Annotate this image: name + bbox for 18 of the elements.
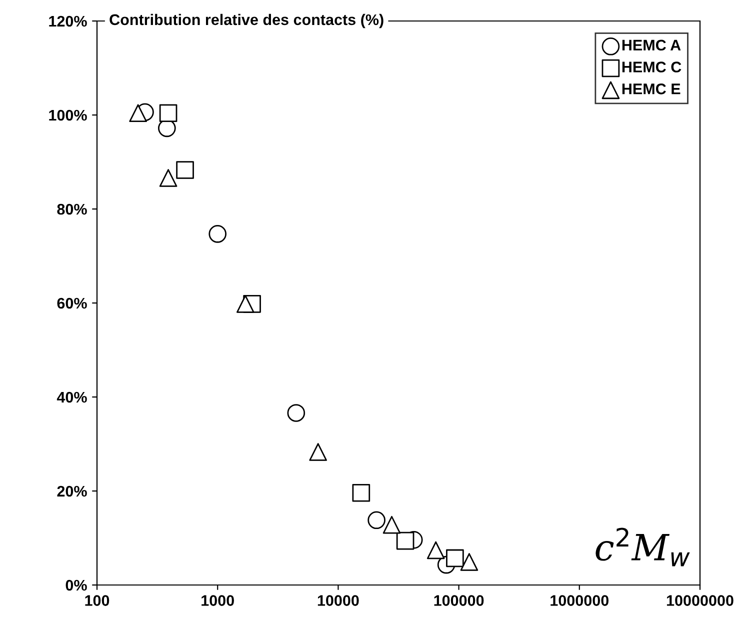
- y-tick-label: 120%: [49, 16, 87, 27]
- y-tick-label: 40%: [56, 392, 87, 403]
- x-tick-label: 1000000: [550, 595, 609, 606]
- legend-label: HEMC A: [622, 40, 681, 51]
- y-tick-label: 20%: [57, 486, 87, 497]
- x-tick-label: 10000: [318, 595, 359, 606]
- x-tick-label: 100: [85, 595, 110, 606]
- x-tick-label: 10000000: [666, 595, 734, 606]
- y-tick-label: 100%: [49, 110, 87, 121]
- chart-title: Contribution relative des contacts (%): [110, 14, 384, 28]
- annotation: c$^{2}$M$_{w}$: [596, 528, 690, 566]
- y-tick-label: 0%: [66, 580, 87, 591]
- y-tick-label: 60%: [57, 298, 87, 309]
- y-tick-label: 80%: [57, 204, 87, 215]
- x-tick-label: 100000: [434, 595, 484, 606]
- legend-label: HEMC E: [622, 84, 680, 94]
- legend-label: HEMC C: [622, 62, 682, 72]
- x-tick-label: 1000: [202, 595, 234, 606]
